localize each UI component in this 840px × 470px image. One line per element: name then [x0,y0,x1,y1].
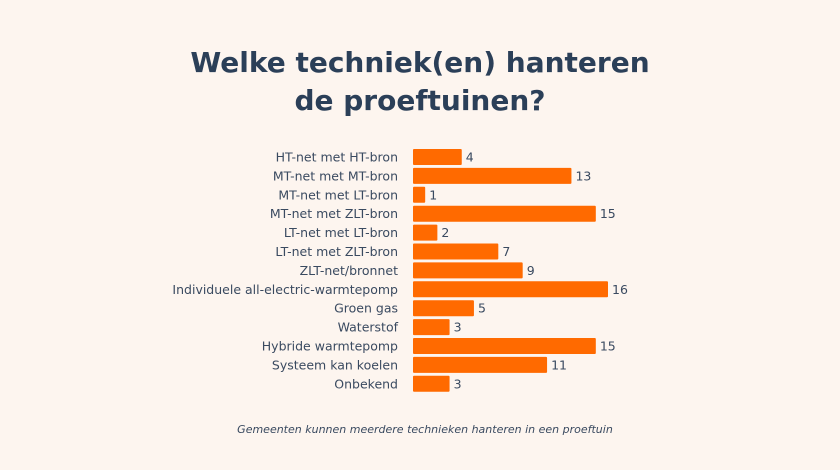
bar [413,205,596,222]
category-label: Onbekend [334,376,398,391]
data-label: 13 [575,168,591,183]
data-label: 15 [600,206,616,221]
bar [413,281,608,298]
category-label: Groen gas [334,301,398,316]
data-label: 4 [466,150,474,165]
bar [413,243,499,260]
title-line-1: Welke techniek(en) hanteren [190,46,650,79]
data-label: 1 [429,187,437,202]
category-label: MT-net met MT-bron [273,168,398,183]
category-label: ZLT-net/bronnet [300,263,399,278]
chart-note: Gemeenten kunnen meerdere technieken han… [237,423,613,436]
data-label: 7 [502,244,510,259]
data-label: 5 [478,301,486,316]
category-label: Hybride warmtepomp [262,339,398,354]
data-label: 3 [454,320,462,335]
data-label: 3 [454,376,462,391]
bar [413,149,462,165]
bar [413,338,596,354]
data-label: 11 [551,357,567,372]
category-label: MT-net met ZLT-bron [270,206,398,221]
bar [413,186,426,203]
bar [413,262,523,279]
category-label: Waterstof [338,320,399,335]
category-label: LT-net met LT-bron [284,225,398,240]
category-label: LT-net met ZLT-bron [275,244,398,259]
category-label: Systeem kan koelen [272,357,398,372]
bar [413,375,450,392]
category-label: MT-net met LT-bron [278,187,398,202]
title-line-2: de proeftuinen? [294,84,546,117]
data-label: 9 [527,263,535,278]
bar [413,319,450,336]
data-label: 15 [600,339,616,354]
bar [413,356,548,373]
bar [413,224,438,241]
data-label: 2 [441,225,449,240]
data-label: 16 [612,282,628,297]
bar [413,167,572,184]
chart-title: Welke techniek(en) hanteren de proeftuin… [0,44,840,120]
category-label: Individuele all-electric-warmtepomp [172,282,398,297]
category-label: HT-net met HT-bron [276,150,398,165]
bar [413,300,474,317]
